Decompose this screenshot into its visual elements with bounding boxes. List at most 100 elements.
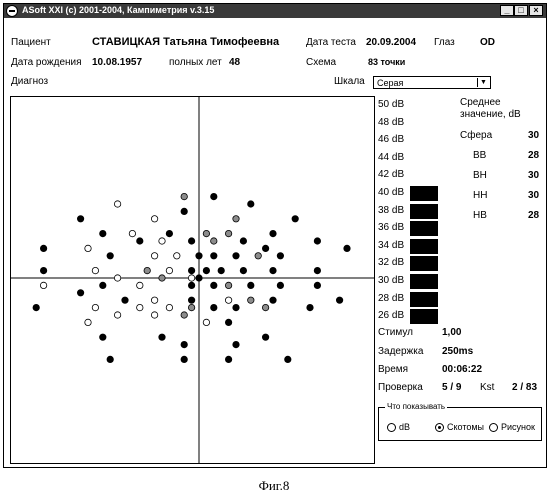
test-point — [225, 282, 231, 288]
time-label: Время — [378, 364, 408, 375]
test-point — [107, 356, 113, 362]
minimize-button[interactable]: _ — [500, 5, 514, 16]
test-point — [174, 253, 180, 259]
legend-swatch — [410, 309, 438, 324]
radio-drawing[interactable]: Рисунок — [489, 422, 535, 432]
test-point — [262, 304, 268, 310]
legend-swatch — [410, 204, 438, 219]
scale-select[interactable]: Серая ▼ — [373, 76, 491, 89]
test-point — [166, 267, 172, 273]
kst-label: Kst — [480, 382, 494, 393]
test-point — [107, 253, 113, 259]
test-point — [225, 319, 231, 325]
test-point — [248, 282, 254, 288]
legend-row: 42 dB — [378, 167, 444, 183]
test-point — [151, 253, 157, 259]
eye-value: OD — [480, 37, 495, 48]
test-point — [40, 267, 46, 273]
test-point — [166, 230, 172, 236]
maximize-button[interactable]: □ — [514, 5, 528, 16]
test-point — [211, 253, 217, 259]
legend-row: 40 dB — [378, 185, 444, 201]
legend-swatch — [410, 256, 438, 271]
title-bar[interactable]: ASoft XXI (c) 2001-2004, Кампиметрия v.3… — [4, 4, 546, 18]
test-point — [100, 282, 106, 288]
kst-value: 2 / 83 — [512, 382, 537, 393]
radio-db[interactable]: dB — [387, 422, 410, 432]
test-point — [188, 304, 194, 310]
legend-label: 48 dB — [378, 117, 404, 128]
test-point — [159, 275, 165, 281]
test-point — [181, 341, 187, 347]
test-point — [114, 201, 120, 207]
bh-label: ВН — [473, 170, 487, 181]
chevron-down-icon[interactable]: ▼ — [477, 78, 489, 87]
test-point — [196, 253, 202, 259]
test-point — [218, 267, 224, 273]
legend-row: 28 dB — [378, 291, 444, 307]
test-point — [211, 304, 217, 310]
test-point — [314, 238, 320, 244]
legend-label: 32 dB — [378, 257, 404, 268]
patient-name: СТАВИЦКАЯ Татьяна Тимофеевна — [92, 36, 279, 48]
test-point — [85, 319, 91, 325]
radio-scotomas-indicator[interactable] — [435, 423, 444, 432]
test-point — [307, 304, 313, 310]
radio-db-label: dB — [399, 422, 410, 432]
test-point — [181, 356, 187, 362]
legend-row: 38 dB — [378, 203, 444, 219]
bb-value: 28 — [528, 150, 539, 161]
legend-label: 44 dB — [378, 152, 404, 163]
age-label: полных лет — [169, 57, 222, 68]
check-value: 5 / 9 — [442, 382, 461, 393]
test-point — [285, 356, 291, 362]
test-point — [114, 275, 120, 281]
app-logo-icon[interactable] — [6, 5, 18, 17]
radio-drawing-indicator[interactable] — [489, 423, 498, 432]
dob-value: 10.08.1957 — [92, 57, 142, 68]
legend-row: 46 dB — [378, 132, 444, 148]
test-point — [40, 245, 46, 251]
legend-row: 34 dB — [378, 238, 444, 254]
scale-selected-value: Серая — [377, 78, 403, 88]
radio-drawing-label: Рисунок — [501, 422, 535, 432]
application-window: ASoft XXI (c) 2001-2004, Кампиметрия v.3… — [3, 3, 547, 468]
test-point — [292, 216, 298, 222]
age-value: 48 — [229, 57, 240, 68]
test-point — [233, 216, 239, 222]
legend-swatch — [410, 186, 438, 201]
sphere-label: Сфера — [460, 130, 492, 141]
legend-swatch — [410, 221, 438, 236]
diagnosis-label: Диагноз — [11, 76, 48, 87]
legend-row: 48 dB — [378, 115, 444, 131]
eye-label: Глаз — [434, 37, 455, 48]
test-point — [314, 267, 320, 273]
scale-label: Шкала — [334, 76, 365, 87]
legend-row: 26 dB — [378, 308, 444, 324]
display-options-title: Что показывать — [385, 402, 447, 411]
test-point — [33, 304, 39, 310]
test-point — [262, 245, 268, 251]
radio-scotomas[interactable]: Скотомы — [435, 422, 484, 432]
stimulus-label: Стимул — [378, 327, 413, 338]
figure-caption: Фиг.8 — [0, 478, 548, 494]
test-point — [336, 297, 342, 303]
radio-db-indicator[interactable] — [387, 423, 396, 432]
test-point — [233, 341, 239, 347]
display-options-group: Что показывать dB Скотомы Рисунок — [378, 407, 542, 441]
legend-label: 30 dB — [378, 275, 404, 286]
test-point — [181, 193, 187, 199]
legend-label: 38 dB — [378, 205, 404, 216]
test-point — [211, 238, 217, 244]
mean-title-2: значение, dB — [460, 109, 521, 120]
legend-label: 36 dB — [378, 222, 404, 233]
test-point — [188, 238, 194, 244]
test-point — [196, 275, 202, 281]
test-point — [114, 312, 120, 318]
dob-label: Дата рождения — [11, 57, 82, 68]
close-button[interactable]: × — [529, 5, 543, 16]
test-point — [211, 193, 217, 199]
mean-title-1: Среднее — [460, 97, 501, 108]
patient-label: Пациент — [11, 37, 51, 48]
stimulus-value: 1,00 — [442, 327, 461, 338]
